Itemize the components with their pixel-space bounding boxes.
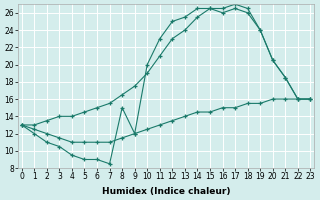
X-axis label: Humidex (Indice chaleur): Humidex (Indice chaleur): [102, 187, 230, 196]
